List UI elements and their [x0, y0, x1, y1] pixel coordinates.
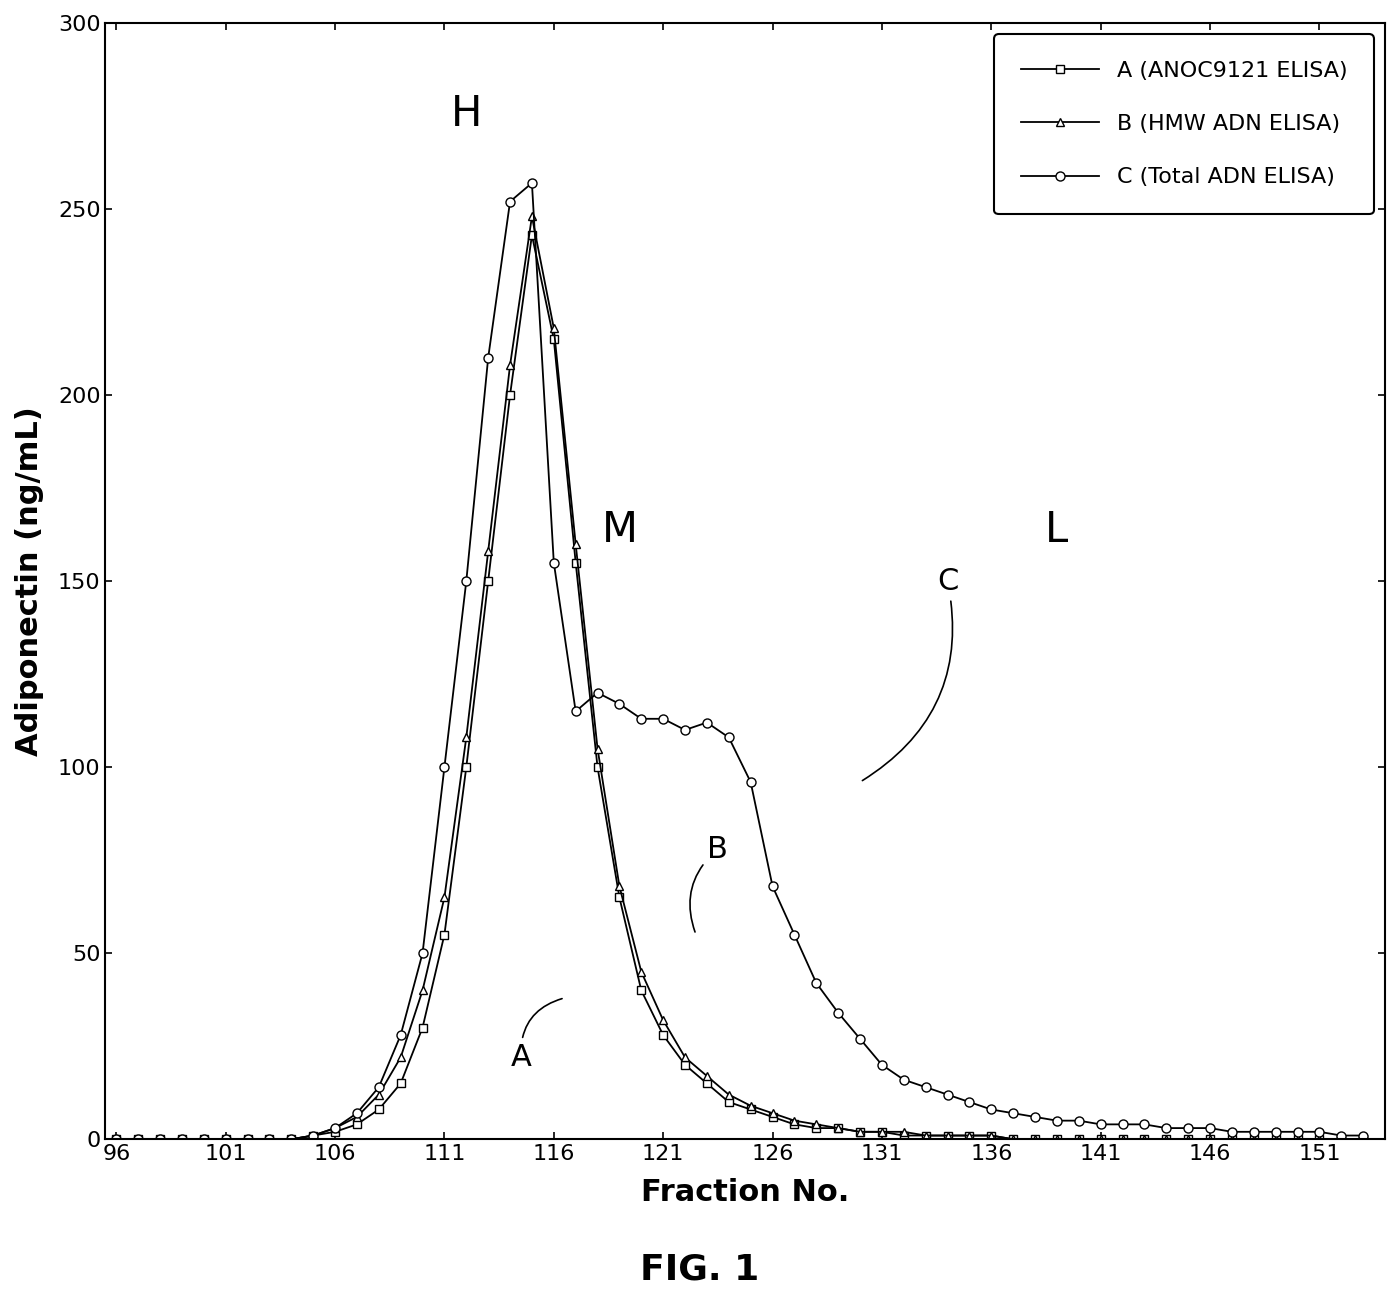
Line: A (ANOC9121 ELISA): A (ANOC9121 ELISA)	[112, 231, 1366, 1143]
X-axis label: Fraction No.: Fraction No.	[641, 1178, 850, 1206]
A (ANOC9121 ELISA)	[1355, 1131, 1372, 1147]
C (Total ADN ELISA)	[1310, 1124, 1327, 1140]
C (Total ADN ELISA)	[524, 176, 540, 191]
B (HMW ADN ELISA)	[392, 1049, 409, 1065]
C (Total ADN ELISA)	[1049, 1113, 1065, 1128]
A (ANOC9121 ELISA)	[524, 227, 540, 243]
Line: C (Total ADN ELISA): C (Total ADN ELISA)	[112, 178, 1368, 1144]
Text: L: L	[1046, 510, 1068, 551]
B (HMW ADN ELISA)	[1355, 1131, 1372, 1147]
A (ANOC9121 ELISA)	[414, 1019, 431, 1035]
C (Total ADN ELISA)	[960, 1095, 977, 1110]
A (ANOC9121 ELISA)	[1180, 1131, 1197, 1147]
Legend: A (ANOC9121 ELISA), B (HMW ADN ELISA), C (Total ADN ELISA): A (ANOC9121 ELISA), B (HMW ADN ELISA), C…	[994, 34, 1373, 214]
Text: B: B	[690, 835, 728, 932]
B (HMW ADN ELISA)	[524, 209, 540, 225]
A (ANOC9121 ELISA)	[960, 1127, 977, 1143]
Text: M: M	[602, 510, 637, 551]
C (Total ADN ELISA)	[1180, 1121, 1197, 1136]
C (Total ADN ELISA)	[392, 1027, 409, 1043]
B (HMW ADN ELISA)	[960, 1127, 977, 1143]
A (ANOC9121 ELISA)	[1049, 1131, 1065, 1147]
Text: H: H	[451, 92, 482, 135]
Line: B (HMW ADN ELISA): B (HMW ADN ELISA)	[112, 212, 1368, 1144]
B (HMW ADN ELISA)	[108, 1131, 125, 1147]
A (ANOC9121 ELISA)	[1310, 1131, 1327, 1147]
Text: FIG. 1: FIG. 1	[640, 1253, 760, 1287]
B (HMW ADN ELISA)	[1049, 1131, 1065, 1147]
Text: A: A	[511, 998, 561, 1072]
C (Total ADN ELISA)	[108, 1131, 125, 1147]
B (HMW ADN ELISA)	[1310, 1131, 1327, 1147]
C (Total ADN ELISA)	[414, 945, 431, 961]
Text: C: C	[862, 567, 958, 780]
C (Total ADN ELISA)	[1355, 1127, 1372, 1143]
A (ANOC9121 ELISA)	[392, 1075, 409, 1091]
A (ANOC9121 ELISA)	[108, 1131, 125, 1147]
B (HMW ADN ELISA)	[1180, 1131, 1197, 1147]
Y-axis label: Adiponectin (ng/mL): Adiponectin (ng/mL)	[15, 406, 43, 757]
B (HMW ADN ELISA)	[414, 983, 431, 998]
